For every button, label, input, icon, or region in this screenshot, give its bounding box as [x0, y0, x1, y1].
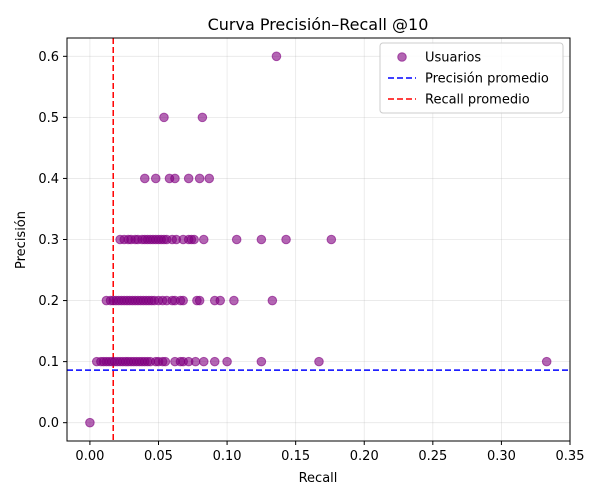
scatter-point: [256, 356, 267, 367]
scatter-points: [85, 51, 552, 428]
scatter-point: [281, 234, 291, 245]
scatter-point: [178, 295, 188, 306]
scatter-point: [541, 356, 552, 367]
x-axis-ticks: 0.00 0.05 0.10 0.15 0.20 0.25 0.30 0.35: [75, 441, 584, 464]
scatter-point: [159, 112, 169, 123]
legend-label: Usuarios: [425, 51, 481, 66]
y-axis-label: Precisión: [14, 211, 29, 269]
y-tick-label: 0.3: [38, 233, 59, 248]
scatter-point: [150, 173, 161, 184]
scatter-point: [194, 295, 205, 306]
scatter-point: [271, 51, 282, 62]
legend-marker-usuarios: [397, 52, 407, 62]
scatter-point: [160, 356, 171, 367]
y-tick-label: 0.6: [38, 50, 59, 65]
reference-lines: [67, 38, 570, 441]
scatter-point: [198, 234, 209, 245]
x-tick-label: 0.00: [75, 449, 104, 464]
scatter-point: [197, 112, 208, 123]
scatter-point: [189, 234, 199, 245]
scatter-point: [256, 234, 267, 245]
scatter-point: [139, 173, 150, 184]
x-tick-label: 0.35: [556, 449, 585, 464]
x-axis-label: Recall: [299, 471, 338, 486]
scatter-point: [170, 173, 180, 184]
scatter-point: [204, 173, 215, 184]
x-tick-label: 0.15: [281, 449, 310, 464]
scatter-point: [231, 234, 242, 245]
x-tick-label: 0.20: [350, 449, 379, 464]
y-tick-label: 0.2: [38, 294, 59, 309]
y-tick-label: 0.1: [38, 355, 59, 370]
scatter-point: [85, 417, 95, 428]
legend-box: [379, 42, 564, 114]
x-tick-label: 0.10: [213, 449, 242, 464]
legend-label: Precisión promedio: [425, 72, 549, 87]
scatter-point: [198, 356, 209, 367]
scatter-point: [190, 356, 201, 367]
y-tick-label: 0.5: [38, 111, 59, 126]
legend-label: Recall promedio: [425, 93, 530, 108]
x-tick-label: 0.30: [487, 449, 516, 464]
scatter-point: [183, 173, 194, 184]
scatter-point: [229, 295, 239, 306]
scatter-point: [209, 356, 220, 367]
y-tick-label: 0.4: [38, 172, 59, 187]
scatter-point: [194, 173, 205, 184]
scatter-point: [314, 356, 324, 367]
scatter-point: [267, 295, 278, 306]
x-tick-label: 0.05: [144, 449, 173, 464]
y-tick-label: 0.0: [38, 416, 59, 431]
scatter-point: [222, 356, 232, 367]
chart-title: Curva Precisión–Recall @10: [208, 15, 429, 34]
x-tick-label: 0.25: [418, 449, 447, 464]
scatter-point: [215, 295, 226, 306]
scatter-point: [326, 234, 337, 245]
y-axis-ticks: 0.0 0.1 0.2 0.3 0.4 0.5 0.6: [38, 50, 67, 431]
legend: Usuarios Precisión promedio Recall promedi…: [379, 42, 564, 114]
